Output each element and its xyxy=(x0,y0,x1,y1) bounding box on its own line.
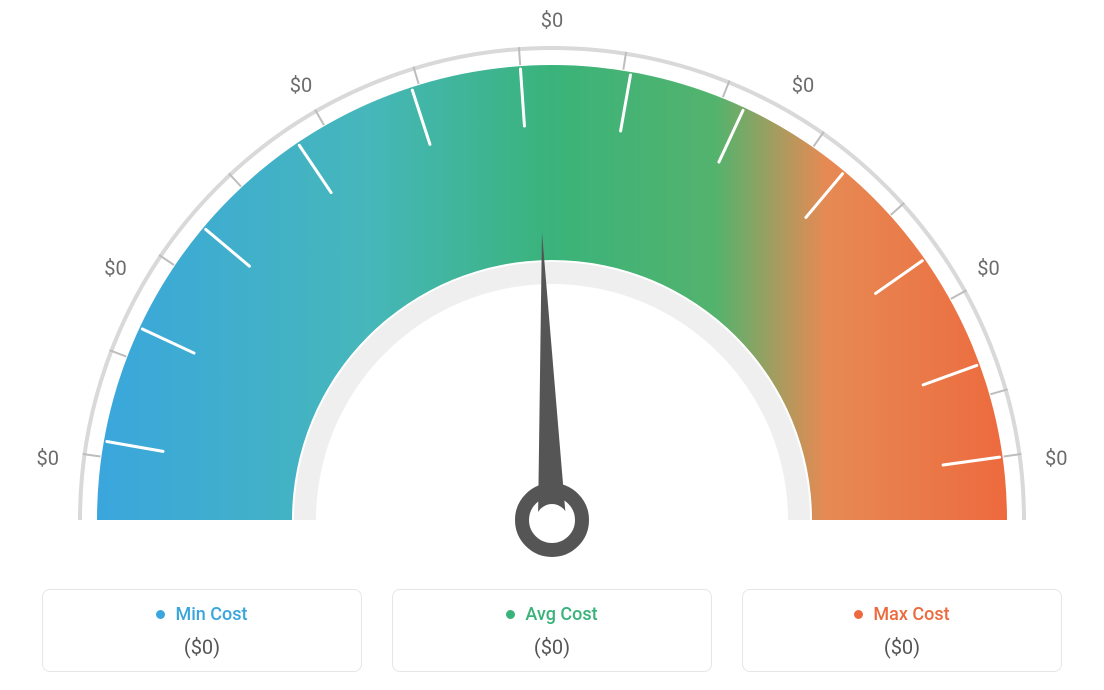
gauge-tick-label: $0 xyxy=(290,73,312,97)
gauge-tick-label: $0 xyxy=(792,73,814,97)
gauge-tick-label: $0 xyxy=(977,256,999,280)
gauge-chart xyxy=(0,0,1104,560)
legend-card-min: Min Cost ($0) xyxy=(42,589,362,672)
legend-label-max: Max Cost xyxy=(873,604,949,625)
legend-card-avg: Avg Cost ($0) xyxy=(392,589,712,672)
legend-value-avg: ($0) xyxy=(393,635,711,659)
gauge-tick-label: $0 xyxy=(37,446,59,470)
legend-dot-avg xyxy=(506,610,515,619)
legend-label-avg: Avg Cost xyxy=(525,604,597,625)
legend-value-max: ($0) xyxy=(743,635,1061,659)
legend-value-min: ($0) xyxy=(43,635,361,659)
legend-title-min: Min Cost xyxy=(156,604,247,625)
legend-row: Min Cost ($0) Avg Cost ($0) Max Cost ($0… xyxy=(0,589,1104,672)
legend-dot-max xyxy=(854,610,863,619)
gauge-tick-label: $0 xyxy=(541,8,563,32)
legend-label-min: Min Cost xyxy=(175,604,247,625)
legend-card-max: Max Cost ($0) xyxy=(742,589,1062,672)
gauge-tick-label: $0 xyxy=(104,256,126,280)
legend-title-max: Max Cost xyxy=(854,604,949,625)
gauge-tick-label: $0 xyxy=(1045,446,1067,470)
gauge-container: $0 $0 $0 $0 $0 $0 $0 xyxy=(0,0,1104,560)
legend-title-avg: Avg Cost xyxy=(506,604,597,625)
legend-dot-min xyxy=(156,610,165,619)
